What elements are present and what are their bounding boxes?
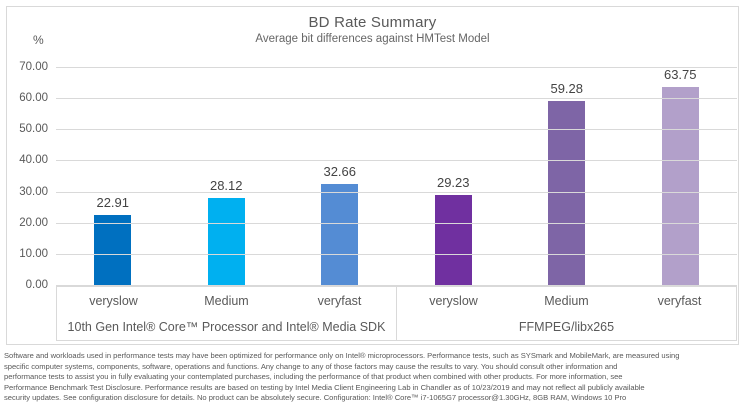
disclaimer-line-4: Performance Benchmark Test Disclosure. P… — [4, 382, 645, 392]
preset-label-veryslow: veryslow — [429, 293, 478, 308]
bar-value-label: 22.91 — [96, 194, 130, 210]
bar-slot-1-veryfast: 63.75 — [624, 67, 738, 286]
group-label-0: 10th Gen Intel® Core™ Processor and Inte… — [67, 320, 386, 335]
chart-title: BD Rate Summary — [308, 14, 437, 31]
preset-row-0: veryslow Medium veryfast — [57, 287, 396, 314]
y-tick-label-60: 60.00 — [19, 92, 48, 105]
preset-row-1: veryslow Medium veryfast — [397, 287, 736, 314]
bar-slot-1-veryslow: 29.23 — [397, 68, 511, 286]
category-axis-box: veryslow Medium veryfast 10th Gen Intel® Co… — [56, 286, 737, 341]
bar-slot-0-Medium: 28.12 — [170, 68, 284, 286]
chart-subtitle: Average bit differences against HMTest M… — [255, 33, 490, 45]
y-tick-label-50: 50.00 — [19, 123, 48, 136]
bar-value-label: 32.66 — [323, 164, 357, 180]
preset-label-veryfast: veryfast — [657, 293, 702, 308]
gridline-20 — [56, 222, 737, 224]
gridline-0 — [56, 285, 737, 286]
y-tick-label-30: 30.00 — [19, 185, 48, 198]
disclaimer-line-5: security updates. See configuration disc… — [4, 393, 627, 402]
legal-disclaimer: Software and workloads used in performan… — [4, 351, 748, 404]
disclaimer-line-3: performance tests to assist you in fully… — [4, 372, 623, 381]
y-tick-label-10: 10.00 — [19, 247, 48, 260]
axis-group-0: veryslow Medium veryfast 10th Gen Intel® Co… — [57, 287, 396, 340]
bar-1-veryfast: 63.75 — [661, 67, 699, 286]
y-tick-label-0: 0.00 — [25, 279, 48, 291]
preset-label-veryfast: veryfast — [317, 293, 362, 308]
y-tick-label-20: 20.00 — [19, 216, 48, 229]
bar-0-veryfast: 32.66 — [321, 164, 359, 286]
bar-group-0: 22.91 28.12 32.66 — [56, 68, 397, 286]
gridline-60 — [56, 98, 737, 100]
bar-1-veryslow: 29.23 — [434, 175, 472, 286]
chart-frame: % BD Rate Summary Average bit difference… — [6, 6, 739, 345]
bar-0-Medium: 28.12 — [207, 178, 245, 286]
y-tick-label-40: 40.00 — [19, 154, 48, 167]
bar-value-label: 28.12 — [209, 178, 243, 194]
bar-slot-1-Medium: 59.28 — [510, 68, 624, 286]
y-axis-unit-label: % — [33, 33, 44, 47]
preset-label-veryslow: veryslow — [89, 293, 138, 308]
gridline-10 — [56, 253, 737, 255]
disclaimer-line-1: Software and workloads used in performan… — [4, 351, 680, 360]
gridline-40 — [56, 160, 737, 162]
bar-slot-0-veryfast: 32.66 — [283, 68, 397, 286]
bar-1-Medium: 59.28 — [548, 81, 586, 286]
bar-slot-0-veryslow: 22.91 — [56, 68, 170, 286]
gridline-50 — [56, 129, 737, 131]
bar-value-label: 59.28 — [550, 81, 584, 97]
bar-value-label: 29.23 — [436, 174, 470, 190]
group-label-1: FFMPEG/libx265 — [518, 320, 615, 335]
bar-0-veryslow: 22.91 — [94, 195, 132, 286]
gridline-70 — [56, 67, 737, 68]
y-tick-label-70: 70.00 — [19, 61, 48, 73]
axis-group-1: veryslow Medium veryfast FFMPEG/libx265 — [396, 287, 736, 340]
bar-value-label: 63.75 — [663, 67, 697, 83]
plot-area: 22.91 28.12 32.66 29.23 59.28 63.75 0.00 10.00… — [19, 61, 738, 291]
preset-label-Medium: Medium — [544, 293, 589, 308]
gridline-30 — [56, 191, 737, 193]
bar-group-1: 29.23 59.28 63.75 — [397, 67, 738, 286]
preset-label-Medium: Medium — [204, 293, 249, 308]
disclaimer-line-2: specific computer systems, components, s… — [4, 361, 618, 371]
bars-container: 22.91 28.12 32.66 29.23 59.28 63.75 — [56, 67, 738, 286]
